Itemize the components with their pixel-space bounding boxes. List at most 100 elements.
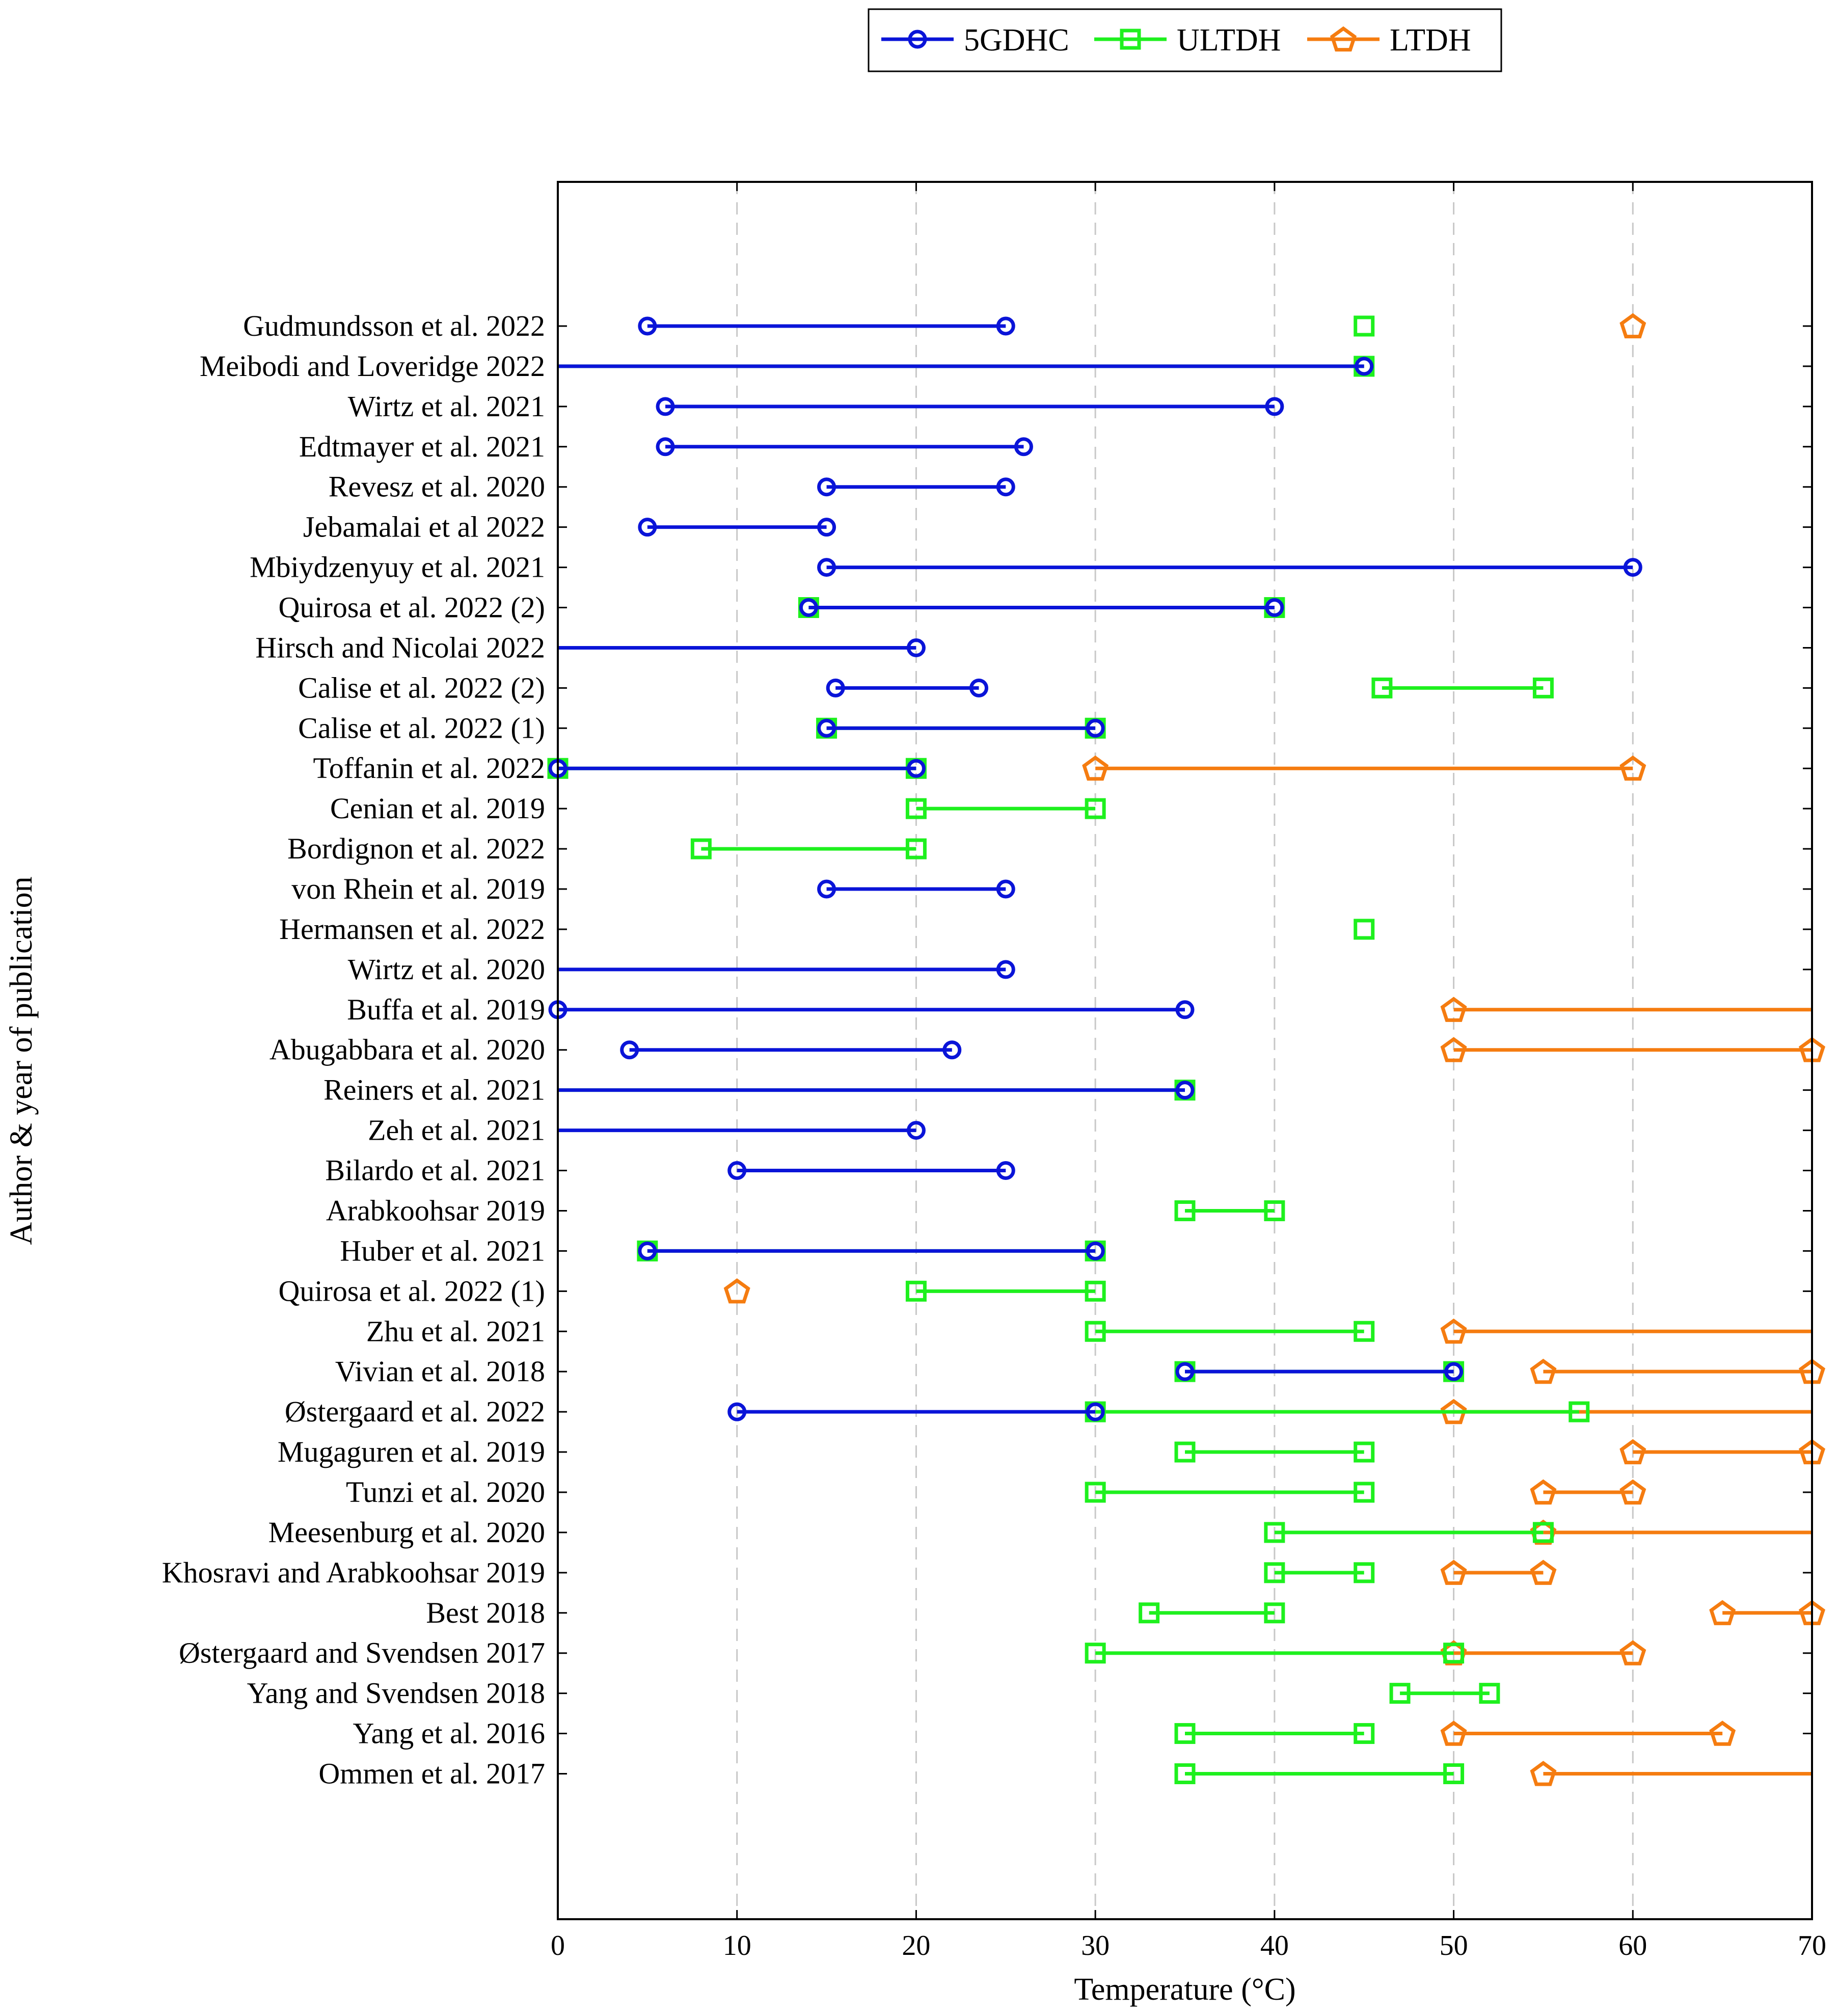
x-tick-label: 0 bbox=[551, 1930, 565, 1961]
category-label: Quirosa et al. 2022 (1) bbox=[279, 1274, 545, 1307]
data-row bbox=[727, 1161, 1015, 1180]
ultdh-marker bbox=[1354, 315, 1375, 337]
ultdh-range bbox=[1264, 1562, 1375, 1583]
ltdh-marker bbox=[1530, 1761, 1557, 1786]
category-label: Gudmundsson et al. 2022 bbox=[243, 309, 545, 342]
category-label: Hermansen et al. 2022 bbox=[279, 912, 545, 946]
ultdh-range bbox=[1139, 1602, 1285, 1624]
ltdh-range bbox=[1440, 1318, 1812, 1344]
ultdh-marker bbox=[1174, 1200, 1196, 1221]
ultdh-marker bbox=[1354, 1321, 1375, 1342]
data-marks bbox=[547, 313, 1826, 1786]
category-label: Edtmayer et al. 2021 bbox=[299, 430, 545, 463]
ltdh-range bbox=[1709, 1600, 1826, 1625]
category-label: Jebamalai et al 2022 bbox=[303, 510, 545, 544]
5gdhc-range bbox=[727, 1402, 1105, 1421]
5gdhc-range bbox=[727, 1161, 1015, 1180]
data-row bbox=[817, 558, 1642, 577]
category-label: Yang et al. 2016 bbox=[353, 1717, 545, 1750]
ultdh-range bbox=[1085, 1321, 1375, 1342]
5gdhc-range bbox=[656, 397, 1284, 416]
ultdh-range bbox=[1174, 1441, 1375, 1463]
5gdhc-marker bbox=[1355, 357, 1374, 376]
5gdhc-marker bbox=[1175, 1000, 1195, 1019]
data-row bbox=[558, 960, 1015, 979]
5gdhc-range bbox=[826, 678, 989, 697]
ultdh-range bbox=[1174, 1763, 1465, 1784]
ultdh-marker bbox=[1354, 1482, 1375, 1503]
category-label: Østergaard and Svendsen 2017 bbox=[179, 1636, 545, 1670]
5gdhc-marker bbox=[817, 718, 836, 738]
ultdh-range bbox=[1085, 1401, 1590, 1422]
ultdh-marker bbox=[1174, 1441, 1196, 1463]
5gdhc-marker bbox=[1265, 598, 1284, 617]
legend-label: LTDH bbox=[1390, 23, 1471, 58]
data-row bbox=[1174, 1439, 1826, 1465]
ultdh-marker bbox=[1139, 1602, 1160, 1624]
data-row bbox=[816, 717, 1106, 739]
x-tick-label: 10 bbox=[723, 1930, 751, 1961]
category-label: Zhu et al. 2021 bbox=[366, 1314, 545, 1348]
ultdh-marker bbox=[1443, 1643, 1465, 1664]
data-row bbox=[1389, 1683, 1500, 1704]
ltdh-marker bbox=[1619, 1640, 1646, 1665]
ltdh-marker bbox=[1619, 1439, 1646, 1465]
data-row bbox=[547, 755, 1646, 781]
data-row bbox=[1085, 1640, 1646, 1665]
ltdh-range bbox=[1440, 1640, 1646, 1665]
5gdhc-marker bbox=[799, 598, 818, 617]
category-label: Cenian et al. 2019 bbox=[330, 792, 545, 825]
gridlines bbox=[736, 182, 1634, 1919]
5gdhc-marker bbox=[906, 638, 926, 657]
ultdh-marker bbox=[1443, 1763, 1465, 1784]
ultdh-marker bbox=[1085, 798, 1106, 819]
ultdh-range bbox=[1264, 1522, 1554, 1543]
5gdhc-marker bbox=[1623, 558, 1642, 577]
legend-entry-5gdhc: 5GDHC bbox=[881, 23, 1069, 58]
5gdhc-range bbox=[817, 558, 1642, 577]
data-row bbox=[1354, 919, 1375, 940]
5gdhc-range bbox=[548, 1000, 1195, 1019]
5gdhc-marker bbox=[826, 678, 845, 697]
ltdh-range bbox=[1440, 997, 1812, 1022]
x-axis-ticks: 0 10 20 30 40 50 60 70 bbox=[551, 182, 1826, 1961]
data-row bbox=[620, 1037, 1826, 1062]
legend: 5GDHC ULTDH LTDH bbox=[868, 8, 1502, 72]
5gdhc-range bbox=[817, 879, 1015, 899]
category-label: Wirtz et al. 2020 bbox=[348, 953, 545, 986]
ltdh-range bbox=[1530, 1519, 1812, 1545]
category-label: Meesenburg et al. 2020 bbox=[268, 1516, 545, 1549]
5gdhc-marker bbox=[942, 1040, 962, 1060]
category-label: Mbiydzenyuy et al. 2021 bbox=[250, 551, 545, 584]
ultdh-range bbox=[1354, 919, 1375, 940]
category-label: Revesz et al. 2020 bbox=[329, 470, 545, 503]
5gdhc-marker bbox=[1086, 718, 1105, 738]
5gdhc-marker bbox=[996, 1161, 1015, 1180]
category-label: Bilardo et al. 2021 bbox=[325, 1154, 545, 1187]
ltdh-marker bbox=[1440, 1399, 1467, 1424]
x-tick-label: 70 bbox=[1798, 1930, 1826, 1961]
ultdh-marker bbox=[905, 838, 927, 859]
data-row bbox=[817, 879, 1015, 899]
5gdhc-marker bbox=[1175, 1362, 1195, 1381]
data-row bbox=[1085, 1479, 1646, 1505]
5gdhc-marker bbox=[638, 1241, 657, 1260]
ltdh-marker bbox=[1709, 1721, 1736, 1746]
ultdh-marker bbox=[1532, 1522, 1554, 1543]
ultdh-range bbox=[1085, 1482, 1375, 1503]
category-label: Khosravi and Arabkoohsar 2019 bbox=[162, 1556, 545, 1589]
category-label: Mugaguren et al. 2019 bbox=[278, 1435, 545, 1468]
legend-entry-ltdh: LTDH bbox=[1307, 23, 1471, 58]
5gdhc-marker bbox=[1175, 1081, 1195, 1100]
data-row bbox=[727, 1399, 1812, 1424]
data-row bbox=[558, 638, 926, 657]
ltdh-marker bbox=[1440, 1721, 1467, 1746]
data-row bbox=[548, 997, 1812, 1022]
5gdhc-marker bbox=[817, 879, 836, 899]
ultdh-marker bbox=[905, 1280, 927, 1302]
x-axis-label: Temperature (°C) bbox=[1074, 1972, 1295, 2007]
category-label: Vivian et al. 2018 bbox=[335, 1355, 545, 1388]
5gdhc-marker bbox=[969, 678, 989, 697]
y-axis-label: Author & year of publication bbox=[4, 876, 39, 1245]
ltdh-marker bbox=[1619, 313, 1646, 339]
